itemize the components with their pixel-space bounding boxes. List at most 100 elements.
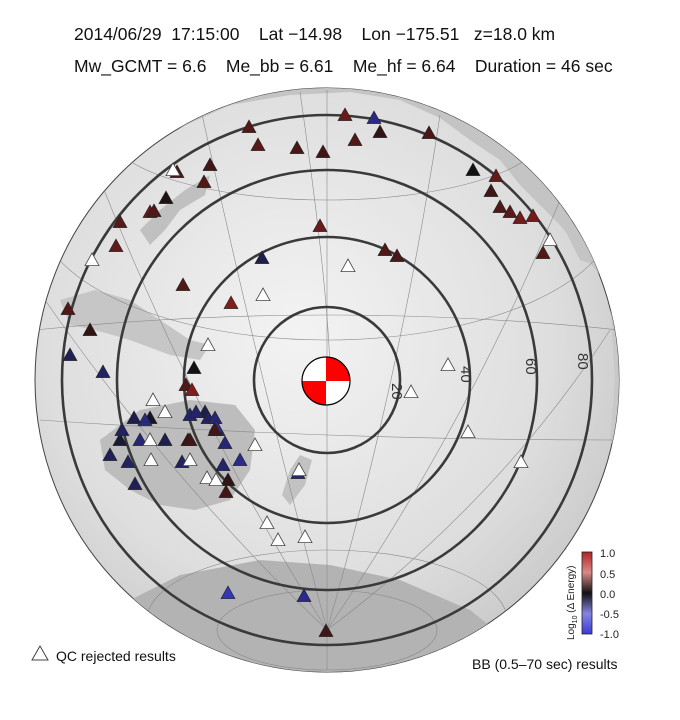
station-marker (126, 410, 142, 424)
station-marker (389, 248, 405, 262)
ring-60 (115, 168, 539, 592)
qc-rejected-marker (403, 384, 419, 398)
colorbar-tick-1: 1.0 (600, 548, 615, 560)
station-marker (182, 432, 198, 446)
focal-mechanism (301, 356, 351, 406)
ring-20 (252, 305, 402, 455)
qc-rejected-marker (199, 470, 215, 484)
qc-rejected-marker (84, 252, 100, 266)
station-marker (207, 422, 223, 436)
qc-rejected-marker (182, 452, 198, 466)
station-marker (318, 623, 334, 637)
station-marker (241, 119, 257, 133)
colorbar-title: Log10 (Δ Energy) (566, 565, 579, 640)
qc-rejected-marker (247, 437, 263, 451)
qc-rejected-marker (460, 424, 476, 438)
qc-rejected-marker (157, 404, 173, 418)
qc-rejected-marker (259, 515, 275, 529)
colorbar-tick-2: 0.5 (600, 569, 615, 581)
qc-rejected-marker (513, 454, 529, 468)
ring-label-60: 60 (522, 358, 539, 375)
station-marker (132, 432, 148, 446)
distance-rings (60, 113, 594, 647)
station-marker (377, 242, 393, 256)
station-marker (112, 432, 128, 446)
qc-rejected-marker (143, 452, 159, 466)
station-marker (488, 168, 504, 182)
station-marker (60, 301, 76, 315)
colorbar-tick-5: -1.0 (600, 629, 619, 641)
station-marker (108, 238, 124, 252)
station-marker (175, 277, 191, 291)
station-marker (250, 137, 266, 151)
station-marker (289, 140, 305, 154)
station-marker (217, 435, 233, 449)
station-marker (158, 190, 174, 204)
qc-rejected-marker (208, 472, 224, 486)
station-marker (372, 124, 388, 138)
station-marker (137, 412, 153, 426)
qc-rejected-marker (255, 287, 271, 301)
colorbar: 1.0 0.5 0.0 -0.5 -1.0 Log10 (Δ Energy) (566, 548, 619, 641)
ring-40 (182, 235, 472, 525)
station-marker (223, 295, 239, 309)
qc-legend-triangle (31, 644, 49, 661)
colorbar-tick-3: 0.0 (600, 589, 615, 601)
station-marker (114, 422, 130, 436)
station-marker (347, 132, 363, 146)
colorbar-gradient (581, 551, 593, 635)
station-marker (315, 144, 331, 158)
station-marker (483, 183, 499, 197)
ring-label-80: 80 (574, 353, 591, 370)
station-marker (254, 250, 270, 264)
station-markers (60, 107, 551, 637)
station-marker (186, 360, 202, 374)
station-marker (465, 162, 481, 176)
qc-rejected-marker (270, 532, 286, 546)
station-marker (220, 472, 236, 486)
station-marker (492, 199, 508, 213)
station-marker (157, 432, 173, 446)
station-marker (232, 452, 248, 466)
qc-rejected-marker (340, 258, 356, 272)
ring-80 (60, 113, 594, 647)
station-marker (184, 382, 200, 396)
qc-rejected-marker (142, 432, 158, 446)
station-marker (62, 347, 78, 361)
station-marker (218, 484, 234, 498)
event-header-line2: Mw_GCMT = 6.6 Me_bb = 6.61 Me_hf = 6.64 … (74, 56, 613, 76)
station-marker (196, 174, 212, 188)
ring-label-20: 20 (388, 383, 405, 400)
event-header-line1: 2014/06/29 17:15:00 Lat −14.98 Lon −175.… (74, 24, 556, 44)
station-marker (366, 110, 382, 124)
qc-rejected-marker (200, 337, 216, 351)
ring-label-40: 40 (457, 366, 474, 383)
station-marker (102, 447, 118, 461)
station-marker (188, 404, 204, 418)
station-marker (337, 107, 353, 121)
station-marker (421, 125, 437, 139)
station-marker (82, 322, 98, 336)
colorbar-tick-4: -0.5 (600, 609, 619, 621)
station-marker (120, 454, 136, 468)
qc-rejected-marker (291, 462, 307, 476)
station-marker (312, 218, 328, 232)
qc-rejected-marker (542, 232, 558, 246)
station-marker (535, 245, 551, 259)
station-marker (215, 457, 231, 471)
qc-rejected-marker (165, 162, 181, 176)
station-marker (502, 204, 518, 218)
station-marker (112, 214, 128, 228)
qc-legend-label: QC rejected results (56, 648, 176, 664)
qc-rejected-markers (84, 162, 558, 546)
station-marker (95, 364, 111, 378)
station-marker (525, 208, 541, 222)
station-marker (512, 210, 528, 224)
station-marker (296, 588, 312, 602)
qc-rejected-marker (297, 529, 313, 543)
station-marker (202, 157, 218, 171)
qc-rejected-marker (440, 357, 456, 371)
bb-legend-label: BB (0.5–70 sec) results (472, 656, 618, 672)
station-marker (127, 476, 143, 490)
